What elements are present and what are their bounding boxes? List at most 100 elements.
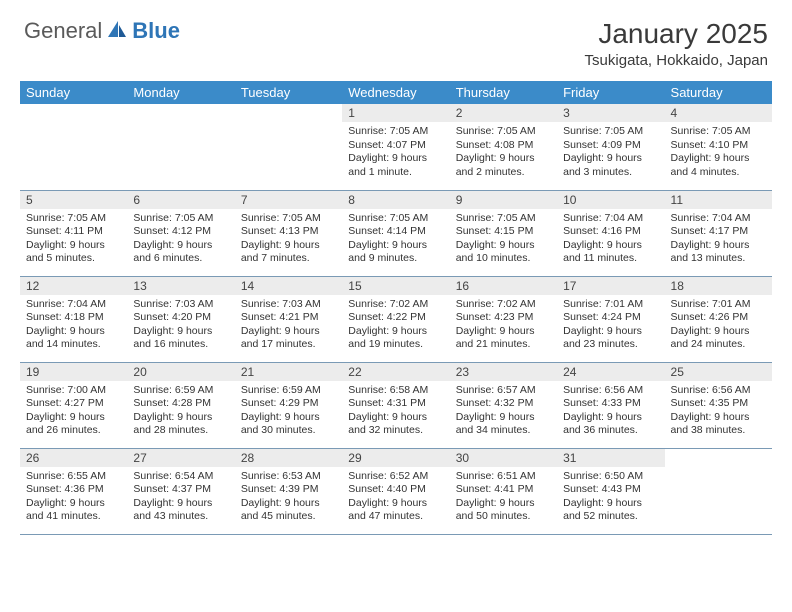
calendar-cell: 21Sunrise: 6:59 AMSunset: 4:29 PMDayligh…	[235, 362, 342, 448]
day-number: 4	[665, 104, 772, 122]
day-content: Sunrise: 7:05 AMSunset: 4:11 PMDaylight:…	[20, 209, 127, 271]
day-content: Sunrise: 7:05 AMSunset: 4:15 PMDaylight:…	[450, 209, 557, 271]
calendar-head: SundayMondayTuesdayWednesdayThursdayFrid…	[20, 81, 772, 104]
calendar-cell: 22Sunrise: 6:58 AMSunset: 4:31 PMDayligh…	[342, 362, 449, 448]
calendar-cell: 8Sunrise: 7:05 AMSunset: 4:14 PMDaylight…	[342, 190, 449, 276]
calendar-cell: 6Sunrise: 7:05 AMSunset: 4:12 PMDaylight…	[127, 190, 234, 276]
day-number: 12	[20, 277, 127, 295]
day-header: Tuesday	[235, 81, 342, 104]
day-content: Sunrise: 7:05 AMSunset: 4:13 PMDaylight:…	[235, 209, 342, 271]
calendar-cell: 7Sunrise: 7:05 AMSunset: 4:13 PMDaylight…	[235, 190, 342, 276]
day-number: 21	[235, 363, 342, 381]
day-number: 2	[450, 104, 557, 122]
calendar-cell: .	[665, 448, 772, 534]
day-number: 9	[450, 191, 557, 209]
calendar-cell: 5Sunrise: 7:05 AMSunset: 4:11 PMDaylight…	[20, 190, 127, 276]
day-content: Sunrise: 7:02 AMSunset: 4:23 PMDaylight:…	[450, 295, 557, 357]
day-content: Sunrise: 7:00 AMSunset: 4:27 PMDaylight:…	[20, 381, 127, 443]
calendar-cell: 3Sunrise: 7:05 AMSunset: 4:09 PMDaylight…	[557, 104, 664, 190]
page-header: General Blue January 2025 Tsukigata, Hok…	[0, 0, 792, 75]
day-content: Sunrise: 6:56 AMSunset: 4:35 PMDaylight:…	[665, 381, 772, 443]
calendar-row: 12Sunrise: 7:04 AMSunset: 4:18 PMDayligh…	[20, 276, 772, 362]
day-number: 11	[665, 191, 772, 209]
day-number: 23	[450, 363, 557, 381]
day-content: Sunrise: 7:05 AMSunset: 4:12 PMDaylight:…	[127, 209, 234, 271]
calendar-cell: 25Sunrise: 6:56 AMSunset: 4:35 PMDayligh…	[665, 362, 772, 448]
day-number: 15	[342, 277, 449, 295]
day-number: 5	[20, 191, 127, 209]
calendar-row: ...1Sunrise: 7:05 AMSunset: 4:07 PMDayli…	[20, 104, 772, 190]
day-header: Monday	[127, 81, 234, 104]
day-number: 29	[342, 449, 449, 467]
day-content: Sunrise: 6:52 AMSunset: 4:40 PMDaylight:…	[342, 467, 449, 529]
day-content: Sunrise: 6:58 AMSunset: 4:31 PMDaylight:…	[342, 381, 449, 443]
calendar-cell: 16Sunrise: 7:02 AMSunset: 4:23 PMDayligh…	[450, 276, 557, 362]
day-content: Sunrise: 7:03 AMSunset: 4:20 PMDaylight:…	[127, 295, 234, 357]
day-header: Friday	[557, 81, 664, 104]
day-content: Sunrise: 7:05 AMSunset: 4:10 PMDaylight:…	[665, 122, 772, 184]
day-content: Sunrise: 6:55 AMSunset: 4:36 PMDaylight:…	[20, 467, 127, 529]
calendar-cell: 30Sunrise: 6:51 AMSunset: 4:41 PMDayligh…	[450, 448, 557, 534]
day-number: 8	[342, 191, 449, 209]
calendar-cell: 14Sunrise: 7:03 AMSunset: 4:21 PMDayligh…	[235, 276, 342, 362]
calendar-row: 26Sunrise: 6:55 AMSunset: 4:36 PMDayligh…	[20, 448, 772, 534]
calendar-cell: 20Sunrise: 6:59 AMSunset: 4:28 PMDayligh…	[127, 362, 234, 448]
calendar-table: SundayMondayTuesdayWednesdayThursdayFrid…	[20, 81, 772, 535]
calendar-cell: 28Sunrise: 6:53 AMSunset: 4:39 PMDayligh…	[235, 448, 342, 534]
calendar-cell: 4Sunrise: 7:05 AMSunset: 4:10 PMDaylight…	[665, 104, 772, 190]
calendar-cell: 18Sunrise: 7:01 AMSunset: 4:26 PMDayligh…	[665, 276, 772, 362]
brand-part2: Blue	[132, 18, 180, 44]
day-content: Sunrise: 7:04 AMSunset: 4:16 PMDaylight:…	[557, 209, 664, 271]
month-title: January 2025	[585, 18, 768, 50]
day-content: Sunrise: 6:51 AMSunset: 4:41 PMDaylight:…	[450, 467, 557, 529]
day-content: Sunrise: 7:01 AMSunset: 4:24 PMDaylight:…	[557, 295, 664, 357]
day-number: 14	[235, 277, 342, 295]
location-text: Tsukigata, Hokkaido, Japan	[585, 52, 768, 69]
day-content: Sunrise: 7:05 AMSunset: 4:14 PMDaylight:…	[342, 209, 449, 271]
sail-icon	[106, 19, 128, 44]
day-number: 16	[450, 277, 557, 295]
day-number: 17	[557, 277, 664, 295]
day-content: Sunrise: 7:05 AMSunset: 4:08 PMDaylight:…	[450, 122, 557, 184]
day-number: 27	[127, 449, 234, 467]
day-content: Sunrise: 6:54 AMSunset: 4:37 PMDaylight:…	[127, 467, 234, 529]
day-content: Sunrise: 6:57 AMSunset: 4:32 PMDaylight:…	[450, 381, 557, 443]
day-content: Sunrise: 7:02 AMSunset: 4:22 PMDaylight:…	[342, 295, 449, 357]
day-content: Sunrise: 7:05 AMSunset: 4:07 PMDaylight:…	[342, 122, 449, 184]
day-header: Wednesday	[342, 81, 449, 104]
calendar-cell: 27Sunrise: 6:54 AMSunset: 4:37 PMDayligh…	[127, 448, 234, 534]
day-number: 20	[127, 363, 234, 381]
calendar-cell: 31Sunrise: 6:50 AMSunset: 4:43 PMDayligh…	[557, 448, 664, 534]
day-header: Saturday	[665, 81, 772, 104]
day-content: Sunrise: 6:59 AMSunset: 4:28 PMDaylight:…	[127, 381, 234, 443]
calendar-cell: 23Sunrise: 6:57 AMSunset: 4:32 PMDayligh…	[450, 362, 557, 448]
day-header: Thursday	[450, 81, 557, 104]
day-content: Sunrise: 7:05 AMSunset: 4:09 PMDaylight:…	[557, 122, 664, 184]
calendar-cell: 13Sunrise: 7:03 AMSunset: 4:20 PMDayligh…	[127, 276, 234, 362]
day-number: 10	[557, 191, 664, 209]
day-number: 18	[665, 277, 772, 295]
day-number: 1	[342, 104, 449, 122]
brand-logo: General Blue	[24, 18, 180, 44]
day-number: 7	[235, 191, 342, 209]
calendar-row: 19Sunrise: 7:00 AMSunset: 4:27 PMDayligh…	[20, 362, 772, 448]
calendar-cell: 26Sunrise: 6:55 AMSunset: 4:36 PMDayligh…	[20, 448, 127, 534]
day-content: Sunrise: 6:56 AMSunset: 4:33 PMDaylight:…	[557, 381, 664, 443]
day-content: Sunrise: 7:03 AMSunset: 4:21 PMDaylight:…	[235, 295, 342, 357]
calendar-cell: 10Sunrise: 7:04 AMSunset: 4:16 PMDayligh…	[557, 190, 664, 276]
calendar-cell: 17Sunrise: 7:01 AMSunset: 4:24 PMDayligh…	[557, 276, 664, 362]
day-number: 28	[235, 449, 342, 467]
day-content: Sunrise: 6:53 AMSunset: 4:39 PMDaylight:…	[235, 467, 342, 529]
brand-part1: General	[24, 18, 102, 44]
day-number: 25	[665, 363, 772, 381]
day-number: 3	[557, 104, 664, 122]
day-content: Sunrise: 7:04 AMSunset: 4:18 PMDaylight:…	[20, 295, 127, 357]
calendar-cell: 19Sunrise: 7:00 AMSunset: 4:27 PMDayligh…	[20, 362, 127, 448]
day-number: 31	[557, 449, 664, 467]
calendar-cell: 12Sunrise: 7:04 AMSunset: 4:18 PMDayligh…	[20, 276, 127, 362]
calendar-cell: 1Sunrise: 7:05 AMSunset: 4:07 PMDaylight…	[342, 104, 449, 190]
calendar-cell: 29Sunrise: 6:52 AMSunset: 4:40 PMDayligh…	[342, 448, 449, 534]
calendar-row: 5Sunrise: 7:05 AMSunset: 4:11 PMDaylight…	[20, 190, 772, 276]
calendar-cell: .	[20, 104, 127, 190]
day-content: Sunrise: 6:50 AMSunset: 4:43 PMDaylight:…	[557, 467, 664, 529]
